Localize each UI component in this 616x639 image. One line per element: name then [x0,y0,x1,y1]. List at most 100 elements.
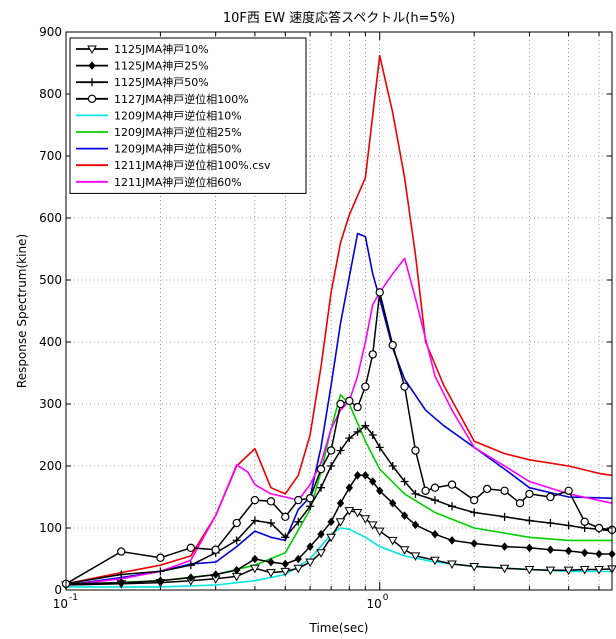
data-point [327,517,335,527]
data-point [317,529,325,539]
data-point [580,517,589,527]
data-point [281,533,290,542]
data-point [305,558,315,568]
data-point [250,495,260,505]
y-tick-label: 300 [39,397,62,411]
data-point [156,567,165,576]
legend-box [69,37,307,194]
data-point [250,516,259,525]
data-point [546,492,555,502]
legend-entry: 1209JMA神戸逆位相50% [76,142,242,156]
data-point [353,427,362,436]
data-point [353,471,362,480]
data-point [361,421,370,430]
series-line [65,257,613,586]
data-point [411,489,420,498]
legend-marker [88,61,96,70]
data-point [316,464,326,474]
data-point [306,502,315,511]
data-point [156,553,165,562]
data-point [117,578,125,587]
data-point [388,340,397,350]
data-point [411,520,420,530]
data-point [361,471,370,480]
x-tick-exponent: -1 [69,593,78,603]
data-point [336,498,345,508]
data-point [361,382,370,391]
data-point [305,494,315,503]
data-point [294,495,303,505]
data-point [368,350,377,359]
series-line [65,393,612,586]
legend-label: 1125JMA神戸50% [114,75,209,89]
data-point [389,498,397,508]
data-point [499,564,510,574]
legend-entry: 1209JMA神戸逆位相25% [76,125,242,139]
data-point [564,486,573,495]
y-tick-label: 0 [54,583,62,597]
data-point [294,517,303,526]
data-point [564,546,573,556]
data-point [515,499,525,508]
data-point [430,483,440,492]
data-point [326,533,336,543]
chart-title: 10F西 EW 速度応答スペクトル(h=5%) [223,10,455,26]
data-point [186,543,196,553]
x-tick-base: 10 [53,597,68,611]
data-point [448,502,457,511]
data-point [360,515,371,524]
plot-frame [65,31,613,591]
legend-marker [87,45,97,55]
y-tick-label: 500 [39,273,62,287]
data-point [367,521,378,530]
series-line [65,474,612,585]
data-point [368,431,377,439]
data-point [352,509,363,518]
data-point [317,483,326,492]
data-point [345,396,354,406]
legend-entry: 1127JMA神戸逆位相100% [76,92,249,106]
data-point [232,518,241,528]
y-tick-label: 600 [39,211,62,225]
y-axis-label: Response Spectrum(kine) [15,234,29,388]
data-point [431,529,439,539]
data-point [594,566,604,575]
data-point [500,486,509,495]
data-point [266,569,276,578]
legend-label: 1211JMA神戸逆位相100%.csv [114,158,271,172]
data-point [117,547,126,556]
data-point [447,480,457,489]
series-9 [65,257,613,586]
data-point [353,402,362,412]
data-point [525,516,534,525]
series-6 [65,393,612,586]
data-point [293,564,304,574]
data-point [186,561,195,570]
y-tick-label: 900 [39,25,62,39]
data-point [470,539,478,548]
legend-entry: 1211JMA神戸逆位相60% [76,175,242,189]
legend-entry: 1125JMA神戸50% [76,75,209,89]
y-tick-label: 200 [39,459,62,473]
data-point [281,512,290,522]
data-point [388,462,397,470]
data-point [376,486,384,496]
data-point [375,288,384,297]
legend-marker [87,94,97,104]
legend-label: 1209JMA神戸逆位相25% [114,125,242,139]
data-point [326,446,336,455]
data-point [399,546,410,555]
y-tick-label: 100 [39,521,62,535]
data-point [546,545,555,554]
data-point [400,511,409,520]
data-point [410,552,421,561]
legend-label: 1209JMA神戸逆位相50% [114,142,242,156]
data-point [500,542,509,551]
data-point [187,573,195,582]
data-point [369,477,377,486]
legend-entry: 1125JMA神戸25% [76,59,209,73]
data-point [469,495,479,505]
data-point [251,554,259,564]
data-point [594,523,604,533]
legend-entry: 1209JMA神戸逆位相10% [76,108,242,122]
